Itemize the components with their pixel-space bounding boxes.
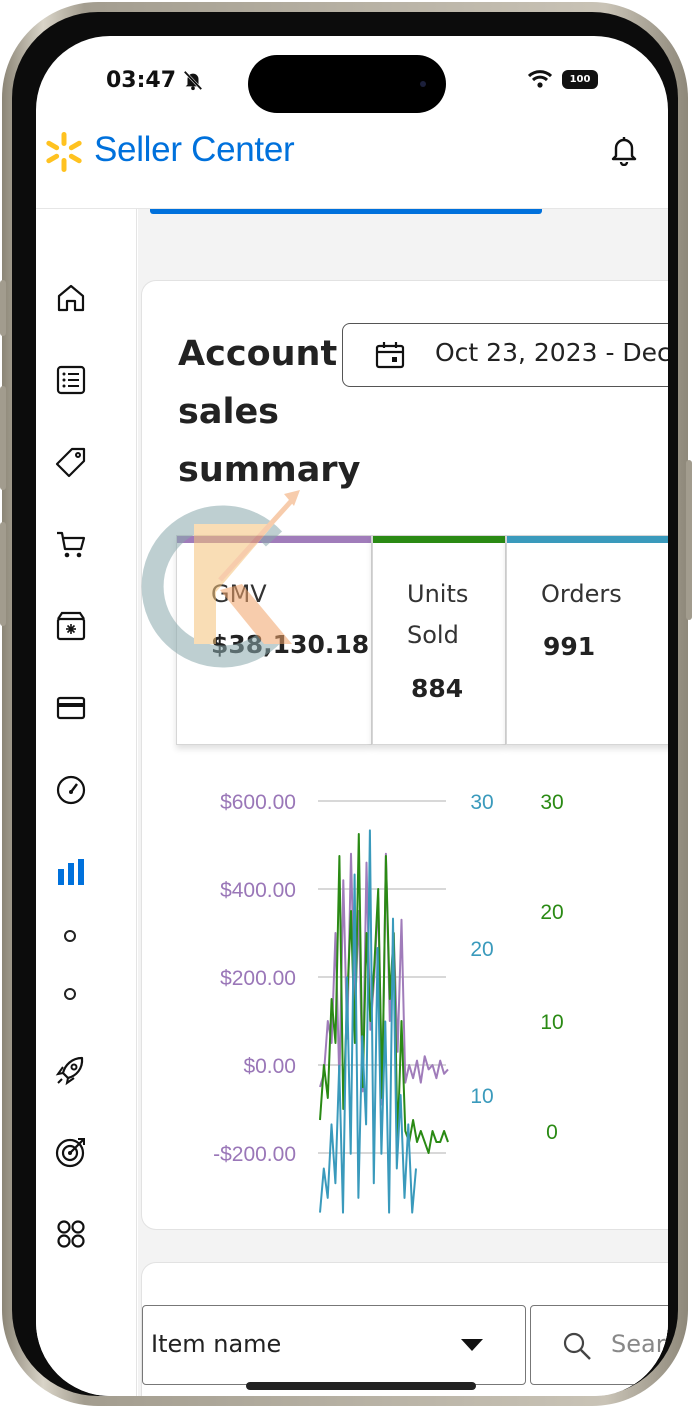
metric-units-sold[interactable]: Units Sold 884 [372,535,506,745]
date-range-text: Oct 23, 2023 - Dec [435,338,668,367]
card-icon[interactable] [54,691,88,725]
notification-bell-icon[interactable] [610,134,638,166]
cart-icon[interactable] [54,527,88,561]
metric-color-bar [373,536,505,543]
axis-tick-label: 10 [540,1011,563,1034]
series-line [319,833,449,1154]
battery-icon: 100 [562,70,598,89]
analytics-icon[interactable] [54,855,88,889]
sales-chart: $600.00 $400.00 $200.00 $0.00 -$200.00 30 20 10… [213,791,564,1214]
dynamic-island [248,55,446,113]
rocket-icon[interactable] [54,1053,88,1087]
chevron-down-icon [461,1339,483,1351]
app-header: Seller Center [36,120,668,209]
axis-tick-label: $600.00 [220,791,296,814]
list-icon[interactable] [54,363,88,397]
metric-label: Units Sold [407,580,469,649]
search-icon [563,1332,591,1360]
item-filter-card: Item name Sear [142,1263,668,1396]
watermark-logo [141,490,300,668]
walmart-spark-logo [46,132,82,172]
home-indicator [246,1382,476,1390]
box-icon[interactable] [54,609,88,643]
date-range-button[interactable]: Oct 23, 2023 - Dec [342,323,668,387]
axis-tick-label: 30 [470,791,493,814]
axis-tick-label: 20 [470,938,493,961]
sub-item-dot[interactable] [64,988,76,1000]
sales-summary-card: Account sales summary Oct 23, 2023 - Dec… [142,281,668,1229]
axis-tick-label: 20 [540,901,563,924]
brand-title: Seller Center [94,130,295,169]
gauge-icon[interactable] [54,773,88,807]
metric-orders[interactable]: Orders 991 [506,535,668,745]
series-line [319,829,417,1214]
apps-icon[interactable] [54,1217,88,1251]
search-input[interactable]: Sear [530,1305,668,1385]
side-button [0,280,6,336]
active-tab-indicator [150,209,542,214]
phone-bezel: 03:47 100 Seller Center [12,12,678,1396]
metric-value: 884 [411,674,464,703]
side-button [686,460,692,620]
side-button [0,386,6,490]
status-time: 03:47 [106,68,177,93]
page-title: Account sales summary [178,334,361,490]
axis-tick-label: 10 [470,1085,493,1108]
axis-tick-label: $0.00 [243,1055,296,1078]
axis-tick-label: $200.00 [220,967,296,990]
axis-tick-label: 30 [540,791,563,814]
screen: 03:47 100 Seller Center [36,36,668,1396]
sub-item-dot[interactable] [64,930,76,942]
axis-tick-label: 0 [546,1121,558,1144]
calendar-icon [375,342,405,369]
side-button [0,522,6,626]
camera-dot [420,81,426,87]
target-icon[interactable] [54,1135,88,1169]
silent-bell-icon [183,70,203,91]
axis-tick-label: $400.00 [220,879,296,902]
item-select[interactable]: Item name [142,1305,526,1385]
sidebar-nav [36,209,137,1396]
metric-label: Orders [541,580,622,608]
tag-icon[interactable] [54,445,88,479]
wifi-icon [528,70,552,88]
axis-tick-label: -$200.00 [213,1143,296,1166]
home-icon[interactable] [54,281,88,315]
main-content: Account sales summary Oct 23, 2023 - Dec… [138,209,668,1396]
metric-color-bar [507,536,668,543]
item-select-value: Item name [151,1330,282,1358]
metric-color-bar [177,536,371,543]
search-placeholder: Sear [611,1330,666,1358]
metric-value: 991 [543,632,596,661]
